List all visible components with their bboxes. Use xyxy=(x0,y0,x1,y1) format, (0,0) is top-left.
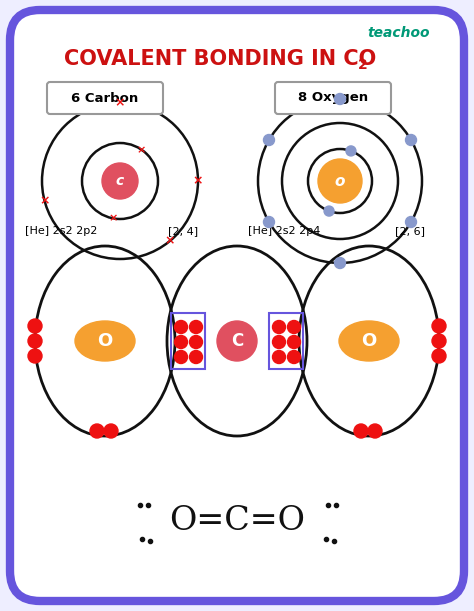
Circle shape xyxy=(346,146,356,156)
Circle shape xyxy=(273,321,285,334)
Text: O: O xyxy=(361,332,377,350)
Text: [He] 2s2 2p4: [He] 2s2 2p4 xyxy=(248,226,320,236)
Text: 2: 2 xyxy=(358,58,368,72)
Circle shape xyxy=(288,321,301,334)
Circle shape xyxy=(335,257,346,268)
Text: 8 Oxygen: 8 Oxygen xyxy=(298,92,368,104)
Circle shape xyxy=(190,351,202,364)
Bar xyxy=(269,313,303,369)
Circle shape xyxy=(28,319,42,333)
Circle shape xyxy=(190,321,202,334)
Circle shape xyxy=(432,349,446,363)
Circle shape xyxy=(273,335,285,348)
Circle shape xyxy=(102,163,138,199)
Text: [2, 4]: [2, 4] xyxy=(168,226,198,236)
Circle shape xyxy=(368,424,382,438)
FancyBboxPatch shape xyxy=(10,10,464,601)
Text: 6 Carbon: 6 Carbon xyxy=(72,92,138,104)
Circle shape xyxy=(28,349,42,363)
Circle shape xyxy=(264,134,274,145)
Text: ×: × xyxy=(39,195,50,208)
Circle shape xyxy=(104,424,118,438)
Text: teachoo: teachoo xyxy=(367,26,430,40)
Text: O: O xyxy=(97,332,113,350)
Text: ×: × xyxy=(115,97,125,109)
Text: ×: × xyxy=(193,175,203,188)
Circle shape xyxy=(174,351,188,364)
Text: c: c xyxy=(116,174,124,188)
Circle shape xyxy=(324,206,334,216)
Text: COVALENT BONDING IN CO: COVALENT BONDING IN CO xyxy=(64,49,376,69)
Text: C: C xyxy=(231,332,243,350)
Circle shape xyxy=(432,334,446,348)
Bar xyxy=(171,313,205,369)
Circle shape xyxy=(174,321,188,334)
FancyBboxPatch shape xyxy=(47,82,163,114)
Circle shape xyxy=(432,319,446,333)
Circle shape xyxy=(354,424,368,438)
Text: o: o xyxy=(335,174,345,189)
Circle shape xyxy=(406,134,417,145)
Circle shape xyxy=(174,335,188,348)
Circle shape xyxy=(90,424,104,438)
Text: [He] 2s2 2p2: [He] 2s2 2p2 xyxy=(25,226,97,236)
Circle shape xyxy=(273,351,285,364)
Ellipse shape xyxy=(75,321,135,361)
Text: ×: × xyxy=(165,234,175,247)
Circle shape xyxy=(288,335,301,348)
Circle shape xyxy=(190,335,202,348)
Circle shape xyxy=(264,216,274,227)
Text: O=C=O: O=C=O xyxy=(169,505,305,537)
Ellipse shape xyxy=(339,321,399,361)
Text: [2, 6]: [2, 6] xyxy=(395,226,425,236)
Circle shape xyxy=(28,334,42,348)
Circle shape xyxy=(217,321,257,361)
FancyBboxPatch shape xyxy=(275,82,391,114)
Circle shape xyxy=(335,93,346,104)
Text: ×: × xyxy=(109,213,118,224)
Circle shape xyxy=(406,216,417,227)
Circle shape xyxy=(318,159,362,203)
Text: ×: × xyxy=(137,145,146,155)
Circle shape xyxy=(288,351,301,364)
